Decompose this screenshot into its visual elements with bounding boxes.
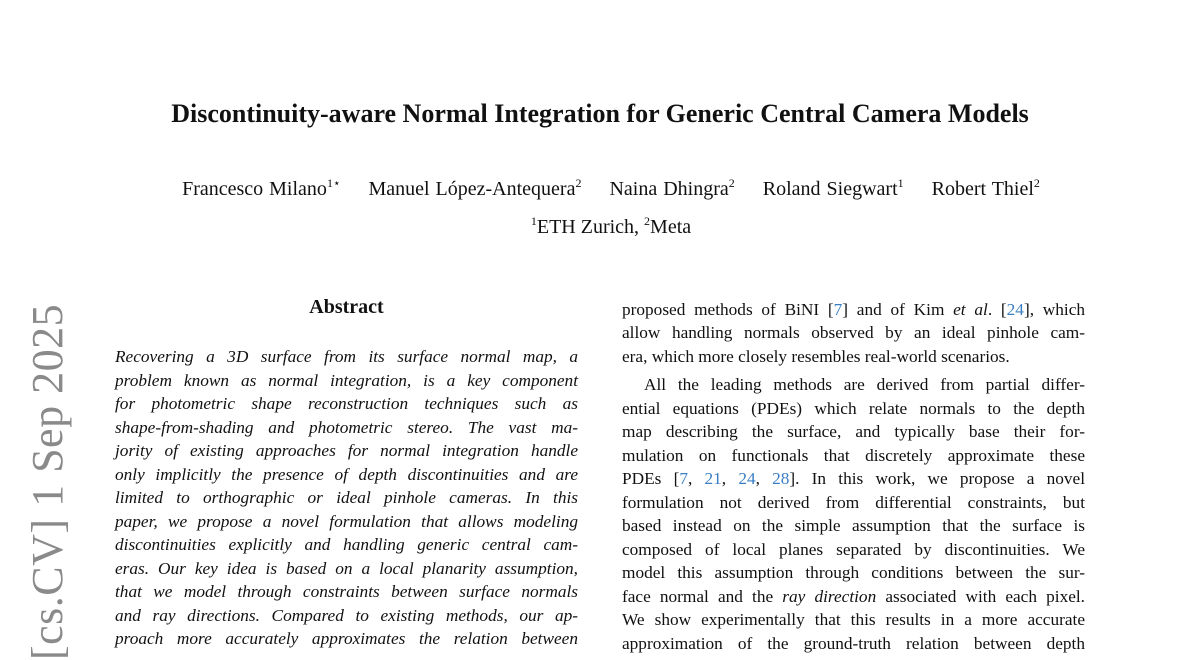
text-line: composed of local planes separated by di… bbox=[622, 540, 1085, 560]
author-affiliation-mark: 2 bbox=[728, 176, 735, 190]
text-line: era, which more closely resembles real-w… bbox=[622, 347, 1085, 367]
citation-link[interactable]: 21 bbox=[704, 469, 722, 488]
author-affiliation-mark: 1 bbox=[897, 176, 904, 190]
citation-link[interactable]: 24 bbox=[738, 469, 756, 488]
text-segment: proposed methods of BiNI [ bbox=[622, 300, 834, 319]
author-affiliation-mark: 1⋆ bbox=[326, 176, 341, 190]
author-name: Naina Dhingra bbox=[609, 178, 729, 200]
text-segment: PDEs [ bbox=[622, 469, 680, 488]
abstract-heading: Abstract bbox=[309, 296, 384, 318]
author-affiliation-mark: 2 bbox=[1033, 176, 1040, 190]
affiliations: 1ETH Zurich, 2Meta bbox=[0, 214, 1200, 239]
author-list: Francesco Milano1⋆ Manuel López-Antequer… bbox=[0, 176, 1200, 201]
abstract-line: Recovering a 3D surface from its surface… bbox=[115, 347, 578, 366]
abstract-line: eras. Our key idea is based on a local p… bbox=[115, 559, 578, 578]
text-line: model this assumption through conditions… bbox=[622, 563, 1085, 583]
author-affiliation-mark: 2 bbox=[575, 176, 582, 190]
abstract-line: problem known as normal integration, is … bbox=[115, 371, 578, 390]
abstract-line: discontinuities explicitly and handling … bbox=[115, 535, 578, 554]
text-line: PDEs [7, 21, 24, 28]. In this work, we p… bbox=[622, 469, 1085, 489]
text-line: mulation on functionals that discretely … bbox=[622, 446, 1085, 466]
text-segment: , bbox=[755, 469, 773, 488]
author: Manuel López-Antequera2 bbox=[368, 176, 582, 200]
text-segment: ], which bbox=[1023, 300, 1085, 319]
text-segment: , bbox=[721, 469, 739, 488]
text-segment: . [ bbox=[987, 300, 1007, 319]
text-line: based instead on the simple assumption t… bbox=[622, 516, 1085, 536]
affiliation-mark: 1 bbox=[530, 214, 537, 228]
arxiv-stamp: [cs.CV] 1 Sep 2025 bbox=[23, 303, 72, 660]
text-segment: , bbox=[687, 469, 705, 488]
author: Francesco Milano1⋆ bbox=[182, 176, 341, 200]
text-segment: ential equations (PDEs) which relate nor… bbox=[622, 399, 1085, 418]
citation-link[interactable]: 7 bbox=[679, 469, 688, 488]
text-segment: approximation of the ground-truth relati… bbox=[622, 634, 1085, 653]
text-segment: ] and of Kim bbox=[842, 300, 954, 319]
author-name: Manuel López-Antequera bbox=[368, 178, 576, 200]
text-line: approximation of the ground-truth relati… bbox=[622, 634, 1085, 654]
author-name: Robert Thiel bbox=[931, 178, 1034, 200]
text-line: ential equations (PDEs) which relate nor… bbox=[622, 399, 1085, 419]
text-line: formulation not derived from differentia… bbox=[622, 493, 1085, 513]
text-segment: formulation not derived from differentia… bbox=[622, 493, 1085, 512]
text-line: All the leading methods are derived from… bbox=[644, 375, 1085, 395]
text-segment: ]. In this work, we propose a novel bbox=[789, 469, 1086, 488]
abstract-line: for photometric shape reconstruction tec… bbox=[115, 394, 578, 413]
author: Naina Dhingra2 bbox=[609, 176, 735, 200]
citation-link[interactable]: 28 bbox=[772, 469, 790, 488]
abstract-line: jority of existing approaches for normal… bbox=[115, 441, 578, 460]
text-segment: composed of local planes separated by di… bbox=[622, 540, 1085, 559]
text-segment: face normal and the bbox=[622, 587, 783, 606]
abstract-line: shape-from-shading and photometric stere… bbox=[115, 418, 578, 437]
affiliation: ETH Zurich, bbox=[536, 216, 645, 238]
citation-link[interactable]: 7 bbox=[833, 300, 843, 319]
abstract-line: only implicitly the presence of depth di… bbox=[115, 465, 578, 484]
text-segment: mulation on functionals that discretely … bbox=[622, 446, 1085, 465]
affiliation: Meta bbox=[650, 216, 692, 238]
text-line: proposed methods of BiNI [7] and of Kim … bbox=[622, 300, 1085, 320]
text-segment: model this assumption through conditions… bbox=[622, 563, 1085, 582]
author: Roland Siegwart1 bbox=[762, 176, 904, 200]
text-segment: All the leading methods are derived from… bbox=[644, 375, 1085, 394]
text-line: map describing the surface, and typicall… bbox=[622, 422, 1085, 442]
text-line: allow handling normals observed by an id… bbox=[622, 323, 1085, 343]
text-segment: associated with each pixel. bbox=[876, 587, 1086, 606]
author-name: Roland Siegwart bbox=[762, 178, 898, 200]
text-segment: era, which more closely resembles real-w… bbox=[622, 347, 1010, 366]
abstract-line: proach more accurately approximates the … bbox=[115, 629, 578, 648]
abstract-line: and ray directions. Compared to existing… bbox=[115, 606, 578, 625]
abstract-line: paper, we propose a novel formulation th… bbox=[115, 512, 578, 531]
text-segment: allow handling normals observed by an id… bbox=[622, 323, 1085, 342]
citation-link[interactable]: 24 bbox=[1006, 300, 1024, 319]
emphasis-text: ray direction bbox=[782, 587, 877, 606]
text-segment: based instead on the simple assumption t… bbox=[622, 516, 1085, 535]
affiliation-mark: 2 bbox=[644, 214, 651, 228]
emphasis-text: et al bbox=[953, 300, 988, 319]
text-segment: We show experimentally that this results… bbox=[622, 610, 1085, 629]
author-name: Francesco Milano bbox=[182, 178, 327, 200]
author: Robert Thiel2 bbox=[931, 176, 1040, 200]
abstract-line: limited to orthographic or ideal pinhole… bbox=[115, 488, 578, 507]
text-segment: map describing the surface, and typicall… bbox=[622, 422, 1085, 441]
text-line: face normal and the ray direction associ… bbox=[622, 587, 1085, 607]
abstract-line: that we model through constraints betwee… bbox=[115, 582, 578, 601]
text-line: We show experimentally that this results… bbox=[622, 610, 1085, 630]
paper-title: Discontinuity-aware Normal Integration f… bbox=[171, 99, 1029, 128]
